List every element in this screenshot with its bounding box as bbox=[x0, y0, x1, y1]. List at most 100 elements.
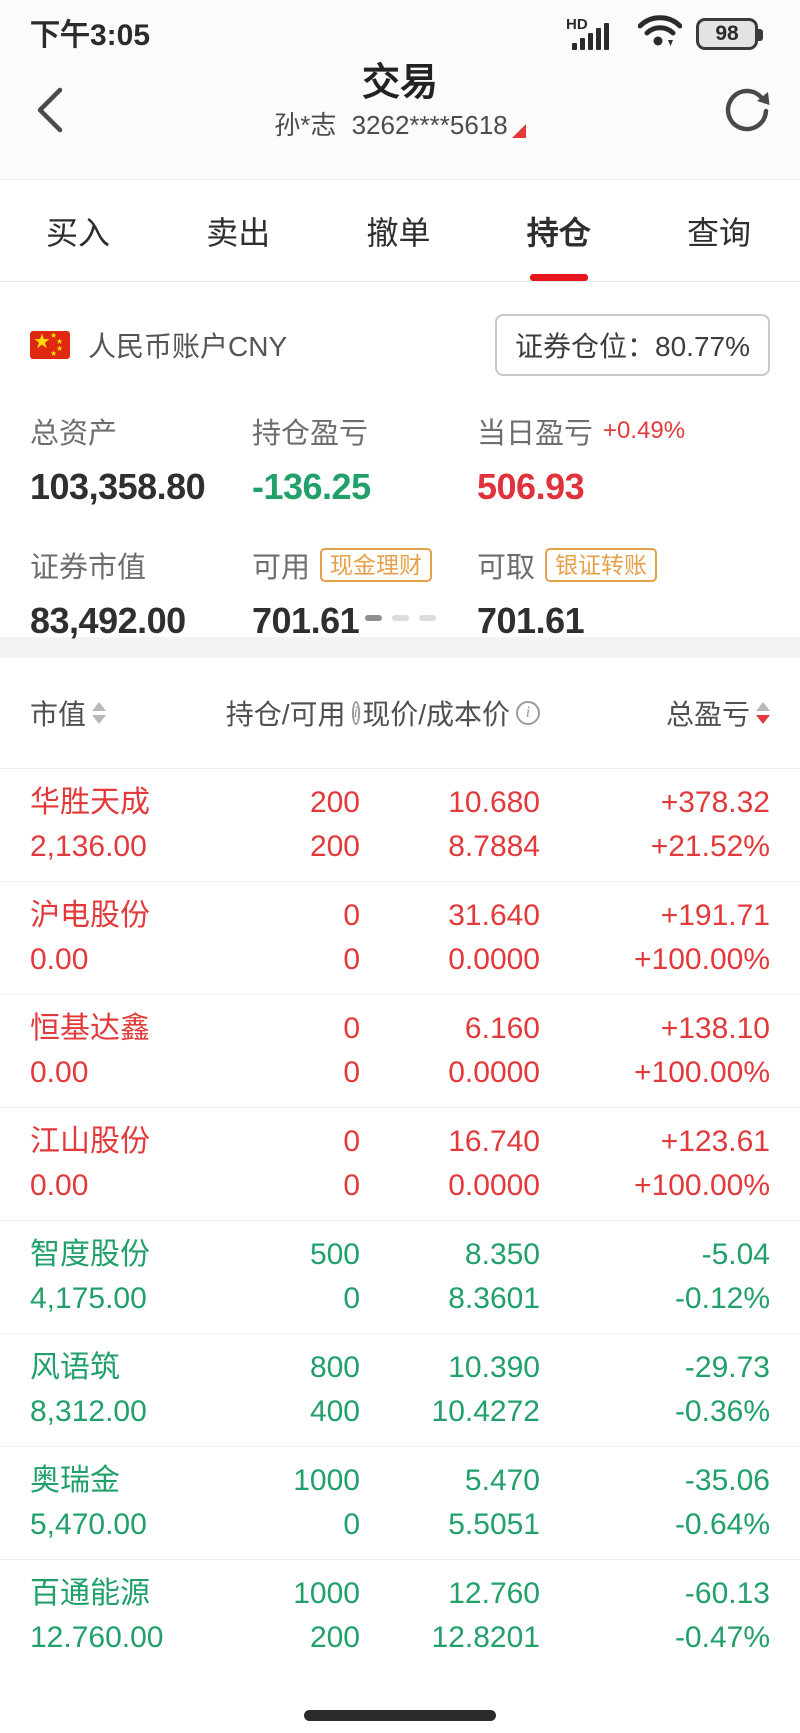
securities-position-ratio: 证券仓位：80.77% bbox=[495, 314, 770, 376]
tab-4[interactable]: 查询 bbox=[686, 214, 751, 251]
stock-total-profit-pct: +21.52% bbox=[650, 830, 770, 863]
holding-row[interactable]: 百通能源 12.760.00 1000 200 12.760 12.8201 -… bbox=[0, 1559, 800, 1672]
column-header-3[interactable]: 总盈亏 bbox=[540, 693, 770, 733]
wifi-icon bbox=[638, 15, 682, 46]
tab-0[interactable]: 买入 bbox=[46, 214, 111, 251]
stock-total-profit: +191.71 bbox=[660, 899, 770, 932]
metrics-row-1: 总资产 103,358.80 持仓盈亏 -136.25 当日盈亏 +0.49% … bbox=[30, 410, 770, 508]
stock-cost-price: 0.0000 bbox=[448, 943, 540, 976]
stock-market-value: 2,136.00 bbox=[30, 830, 147, 863]
trade-tab-bar: 买入 卖出 撤单 持仓 查询 bbox=[0, 180, 800, 282]
stock-total-profit: -29.73 bbox=[684, 1351, 770, 1384]
metric-value: 83,492.00 bbox=[30, 600, 186, 641]
metric-value: -136.25 bbox=[252, 466, 371, 507]
stock-position: 1000 bbox=[293, 1464, 360, 1497]
info-icon[interactable]: i bbox=[351, 701, 360, 725]
metric: 当日盈亏 +0.49% 506.93 bbox=[477, 410, 770, 508]
column-header-2: 现价/成本价 i bbox=[360, 693, 540, 733]
metric: 可用 现金理财 701.61 bbox=[252, 544, 477, 642]
back-icon[interactable] bbox=[28, 84, 72, 136]
tab-2[interactable]: 撤单 bbox=[366, 214, 431, 251]
metric-badge-button[interactable]: 银证转账 bbox=[545, 547, 658, 583]
metric-value: 506.93 bbox=[477, 466, 585, 507]
holdings-table-header: 市值 持仓/可用 i 现价/成本价 i 总盈亏 bbox=[0, 658, 800, 768]
stock-total-profit-pct: -0.47% bbox=[674, 1621, 770, 1654]
stock-total-profit-pct: +100.00% bbox=[634, 1169, 770, 1202]
stock-market-value: 0.00 bbox=[30, 943, 89, 976]
stock-position: 1000 bbox=[293, 1577, 360, 1610]
account-type-label: 人民币账户CNY bbox=[88, 331, 288, 362]
holding-row[interactable]: 沪电股份 0.00 0 0 31.640 0.0000 +191.71 +100… bbox=[0, 881, 800, 994]
account-selector[interactable]: 孙*志 3262****5618 bbox=[274, 108, 526, 142]
stock-name: 智度股份 bbox=[30, 1238, 150, 1271]
stock-available: 200 bbox=[309, 1621, 360, 1654]
battery-icon: 98 bbox=[696, 18, 763, 50]
metric: 持仓盈亏 -136.25 bbox=[252, 410, 477, 508]
stock-current-price: 8.350 bbox=[464, 1238, 540, 1271]
info-icon[interactable]: i bbox=[516, 701, 540, 725]
stock-cost-price: 5.5051 bbox=[448, 1508, 540, 1541]
holding-row[interactable]: 江山股份 0.00 0 0 16.740 0.0000 +123.61 +100… bbox=[0, 1107, 800, 1220]
account-number: 3262****5618 bbox=[351, 110, 508, 140]
stock-market-value: 0.00 bbox=[30, 1056, 89, 1089]
stock-cost-price: 12.8201 bbox=[431, 1621, 540, 1654]
sort-icon[interactable] bbox=[756, 702, 770, 724]
stock-total-profit: +138.10 bbox=[660, 1012, 770, 1045]
holding-row[interactable]: 风语筑 8,312.00 800 400 10.390 10.4272 -29.… bbox=[0, 1333, 800, 1446]
holdings-list: 华胜天成 2,136.00 200 200 10.680 8.7884 +378… bbox=[0, 768, 800, 1672]
holding-row[interactable]: 华胜天成 2,136.00 200 200 10.680 8.7884 +378… bbox=[0, 768, 800, 881]
holding-row[interactable]: 奥瑞金 5,470.00 1000 0 5.470 5.5051 -35.06 … bbox=[0, 1446, 800, 1559]
tab-3-active[interactable]: 持仓 bbox=[523, 180, 595, 281]
stock-total-profit-pct: -0.36% bbox=[674, 1395, 770, 1428]
metric-label: 持仓盈亏 bbox=[252, 418, 369, 450]
stock-market-value: 5,470.00 bbox=[30, 1508, 147, 1541]
stock-available: 0 bbox=[343, 1282, 360, 1315]
home-indicator[interactable] bbox=[304, 1710, 496, 1721]
stock-position: 0 bbox=[343, 1012, 360, 1045]
sort-icon[interactable] bbox=[92, 702, 107, 724]
metric-sub-percent: +0.49% bbox=[603, 417, 686, 444]
stock-total-profit-pct: +100.00% bbox=[634, 943, 770, 976]
column-header-1: 持仓/可用 i bbox=[225, 699, 360, 730]
metric-badge-button[interactable]: 现金理财 bbox=[320, 547, 433, 583]
stock-current-price: 10.680 bbox=[448, 786, 540, 819]
stock-current-price: 5.470 bbox=[464, 1464, 540, 1497]
holding-row[interactable]: 智度股份 4,175.00 500 0 8.350 8.3601 -5.04 -… bbox=[0, 1220, 800, 1333]
metric-label: 总资产 bbox=[30, 418, 118, 450]
section-divider bbox=[0, 637, 800, 658]
stock-name: 恒基达鑫 bbox=[30, 1012, 150, 1045]
metric: 总资产 103,358.80 bbox=[30, 410, 252, 508]
metric: 可取 银证转账 701.61 bbox=[477, 544, 770, 642]
stock-available: 0 bbox=[343, 1169, 360, 1202]
stock-available: 0 bbox=[343, 943, 360, 976]
column-header-0[interactable]: 市值 bbox=[30, 693, 230, 733]
stock-available: 400 bbox=[309, 1395, 360, 1428]
holding-row[interactable]: 恒基达鑫 0.00 0 0 6.160 0.0000 +138.10 +100.… bbox=[0, 994, 800, 1107]
carousel-dots bbox=[0, 615, 800, 621]
metrics-row-2: 证券市值 83,492.00 可用 现金理财 701.61 可取 银证转账 70… bbox=[30, 544, 770, 642]
stock-cost-price: 0.0000 bbox=[448, 1056, 540, 1089]
stock-current-price: 6.160 bbox=[464, 1012, 540, 1045]
china-flag-icon: ★ ★ ★ ★ ★ bbox=[30, 331, 70, 359]
stock-current-price: 16.740 bbox=[448, 1125, 540, 1158]
stock-market-value: 0.00 bbox=[30, 1169, 89, 1202]
stock-name: 沪电股份 bbox=[30, 899, 150, 932]
stock-total-profit: -5.04 bbox=[701, 1238, 770, 1271]
account-summary-card: ★ ★ ★ ★ ★ 人民币账户CNY 证券仓位：80.77% 总资产 103,3… bbox=[0, 282, 800, 641]
status-icons: HD 98 bbox=[566, 14, 770, 50]
metric-value: 103,358.80 bbox=[30, 466, 206, 507]
refresh-icon[interactable] bbox=[722, 84, 772, 136]
position-ratio-value: 80.77% bbox=[655, 331, 750, 362]
position-ratio-label: 证券仓位： bbox=[515, 331, 656, 362]
stock-market-value: 4,175.00 bbox=[30, 1282, 147, 1315]
tab-1[interactable]: 卖出 bbox=[206, 214, 271, 251]
stock-cost-price: 8.7884 bbox=[448, 830, 540, 863]
stock-name: 江山股份 bbox=[30, 1125, 150, 1158]
stock-available: 200 bbox=[309, 830, 360, 863]
stock-market-value: 12.760.00 bbox=[30, 1621, 164, 1654]
metric-label: 当日盈亏 bbox=[477, 418, 594, 450]
page-title: 交易 bbox=[361, 62, 438, 104]
account-dropdown-icon bbox=[511, 124, 526, 138]
page-header: 交易 孙*志 3262****5618 bbox=[0, 58, 800, 180]
stock-position: 0 bbox=[343, 1125, 360, 1158]
